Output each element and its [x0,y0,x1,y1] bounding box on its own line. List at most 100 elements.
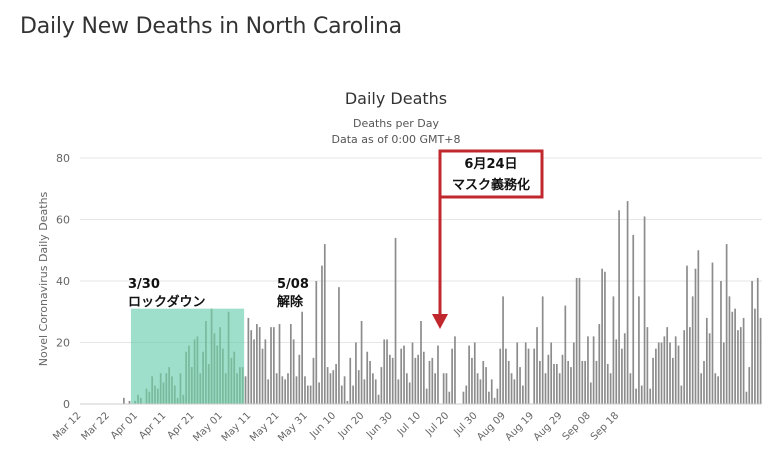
bar [595,360,598,404]
bar [739,327,742,404]
bar [323,244,326,404]
bar [646,327,649,404]
bar [539,360,541,404]
lockdown-end-annotation: 5/08 解除 [276,277,309,310]
bar [482,360,485,404]
bar [493,397,496,404]
lockdown-start-date: 3/30 [128,277,160,292]
bar [621,348,623,404]
bar [230,357,233,404]
bar [516,342,519,404]
bar [589,382,592,404]
bar [683,330,686,404]
bar [748,367,751,404]
bar [145,388,148,404]
bar [241,367,244,404]
bar [473,342,476,404]
bar [581,360,584,404]
bar [403,345,405,404]
bar [420,320,422,404]
bar [210,308,213,404]
x-tick-label: Aug 29 [532,410,565,443]
bar [386,339,388,404]
bar [572,342,575,404]
bar [156,388,159,404]
bar [431,357,434,404]
x-tick-label: Mar 12 [51,410,83,442]
bar [340,385,343,404]
bar [278,324,281,404]
y-tick-label: 40 [56,275,70,288]
bar [397,379,400,404]
bar [490,379,493,404]
bar [173,385,176,404]
bar [694,268,697,404]
mask-mandate-date: 6月24日 [464,157,517,172]
bar [154,385,156,404]
bar [123,397,125,404]
bar [224,373,227,404]
bar [669,342,671,404]
bar [612,296,615,404]
bar [261,348,264,404]
bar [137,394,139,404]
y-tick-label: 80 [56,152,70,165]
bar [377,394,380,404]
bar [428,360,431,404]
bar [171,376,173,404]
bar [287,373,289,404]
bar [247,317,250,404]
bar [468,345,470,404]
bar [561,354,564,404]
bar [338,287,340,404]
bar [728,296,731,404]
bar [202,351,204,404]
bar [652,357,654,404]
bar [564,305,567,404]
x-tick-label: May 31 [276,410,310,444]
bar [301,311,303,404]
bar [697,250,700,404]
bar [422,351,425,404]
bar [499,348,502,404]
bar [335,364,337,404]
bar [267,379,270,404]
bar [216,345,219,404]
bar [454,336,456,404]
bar [754,308,756,404]
bar [326,367,329,404]
bar [318,382,320,404]
bar [343,376,346,404]
bar [182,394,185,404]
bar [688,327,691,404]
bar [292,339,295,404]
x-tick-label: May 11 [220,410,254,444]
bar [369,360,371,404]
bar [708,333,711,404]
bar [717,376,719,404]
bar [674,336,677,404]
bar [663,336,666,404]
bar [306,385,309,404]
bar [677,345,680,404]
bar [623,333,626,404]
bar [725,244,728,404]
bar [417,354,420,404]
bar [219,327,221,404]
lockdown-start-annotation: 3/30 ロックダウン [128,277,205,310]
x-tick-label: Jun 20 [336,410,367,441]
bar [357,370,360,404]
bar [505,348,507,404]
bar [575,277,578,404]
lockdown-start-label: ロックダウン [128,294,205,310]
x-tick-label: Apr 01 [109,410,140,441]
bar [227,311,230,404]
bar [745,391,748,404]
bar [587,336,589,404]
bar [522,385,524,404]
bar [544,373,547,404]
bar [134,400,137,404]
bar [720,281,722,404]
bar [284,379,287,404]
bar [722,342,725,404]
